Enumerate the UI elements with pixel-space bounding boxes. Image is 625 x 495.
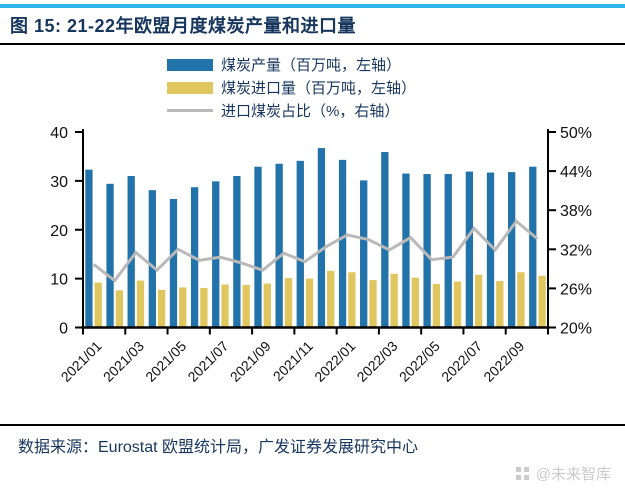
watermark-text: @未来智库: [535, 466, 611, 483]
svg-text:50%: 50%: [560, 125, 592, 142]
chart-svg: 01020304020%26%32%38%44%50%2021/012021/0…: [50, 125, 592, 385]
svg-text:26%: 26%: [560, 281, 592, 298]
svg-text:2022/09: 2022/09: [480, 338, 527, 385]
share-line-swatch-icon: [167, 109, 213, 112]
svg-text:44%: 44%: [560, 164, 592, 181]
svg-text:20%: 20%: [560, 321, 592, 338]
svg-text:2022/05: 2022/05: [396, 338, 443, 385]
header-divider: [0, 43, 625, 45]
imports-swatch-icon: [167, 81, 213, 94]
svg-text:2021/03: 2021/03: [100, 338, 147, 385]
svg-text:2021/11: 2021/11: [270, 338, 317, 385]
legend-label-production: 煤炭产量（百万吨，左轴）: [221, 57, 402, 74]
watermark: @未来智库: [515, 463, 611, 484]
legend-item-imports: 煤炭进口量（百万吨，左轴）: [167, 76, 416, 99]
legend-label-share: 进口煤炭占比（%，右轴）: [221, 103, 400, 120]
svg-text:2021/09: 2021/09: [227, 338, 274, 385]
svg-text:2021/07: 2021/07: [184, 338, 231, 385]
svg-text:40: 40: [50, 125, 68, 142]
svg-text:2022/03: 2022/03: [353, 338, 400, 385]
watermark-logo-icon: [515, 467, 529, 480]
svg-text:32%: 32%: [560, 242, 592, 259]
legend-item-production: 煤炭产量（百万吨，左轴）: [167, 53, 416, 76]
svg-text:2021/01: 2021/01: [58, 338, 105, 385]
page-title: 图 15: 21-22年欧盟月度煤炭产量和进口量: [10, 16, 357, 36]
top-accent-rule: [0, 4, 625, 8]
svg-text:2022/01: 2022/01: [311, 338, 358, 385]
svg-text:20: 20: [50, 223, 68, 240]
production-swatch-icon: [167, 58, 213, 71]
chart-legend: 煤炭产量（百万吨，左轴） 煤炭进口量（百万吨，左轴） 进口煤炭占比（%，右轴）: [167, 53, 416, 122]
footer-divider: [0, 424, 625, 426]
source-text: 数据来源：Eurostat 欧盟统计局，广发证券发展研究中心: [18, 439, 419, 456]
svg-text:0: 0: [59, 321, 68, 338]
svg-text:30: 30: [50, 174, 68, 191]
svg-text:10: 10: [50, 272, 68, 289]
legend-label-imports: 煤炭进口量（百万吨，左轴）: [221, 80, 417, 97]
svg-text:2022/07: 2022/07: [438, 338, 485, 385]
legend-item-share: 进口煤炭占比（%，右轴）: [167, 99, 416, 122]
svg-text:2021/05: 2021/05: [142, 338, 189, 385]
svg-text:38%: 38%: [560, 203, 592, 220]
